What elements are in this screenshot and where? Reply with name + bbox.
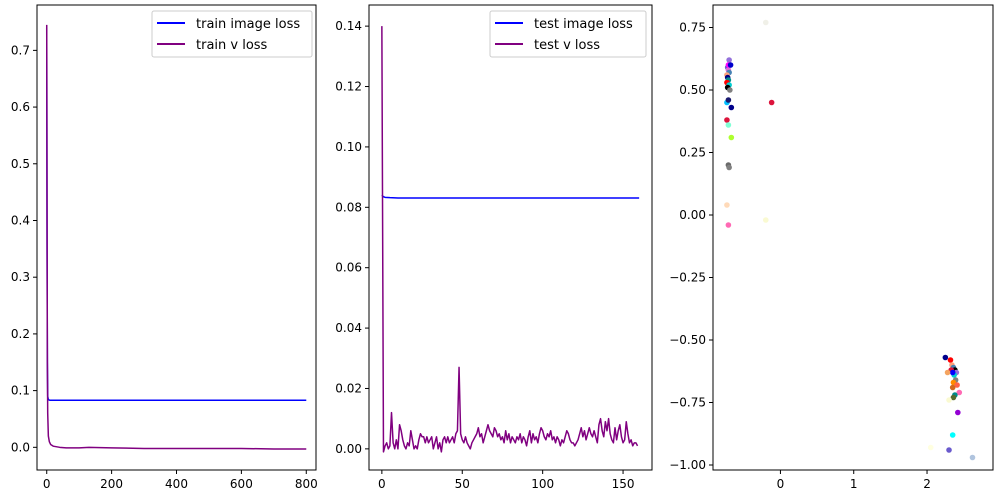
- y-tick-label: 0.7: [11, 43, 30, 57]
- y-tick-label: 0.06: [335, 261, 362, 275]
- plot-lines: [381, 26, 640, 453]
- scatter-point: [956, 389, 963, 396]
- scatter-point: [762, 19, 769, 26]
- scatter-point: [949, 432, 956, 438]
- scatter-point: [725, 97, 732, 103]
- y-tick-label: 0.08: [335, 200, 362, 214]
- y-tick-label: 0.10: [335, 140, 362, 154]
- y-tick-label: 0.25: [679, 146, 706, 160]
- scatter-point: [768, 99, 775, 106]
- y-tick-label: −0.50: [669, 333, 706, 347]
- scatter-point: [728, 134, 735, 141]
- train-loss-axes: 0 200 400 600 800 0.0 0.1 0.2 0.3 0.4 0.5 0.6 0.7 tr…: [11, 4, 318, 491]
- scatter-point: [725, 122, 732, 128]
- scatter-point: [725, 222, 732, 228]
- y-tick-label: 0.4: [11, 213, 30, 227]
- y-tick-label: −1.00: [669, 458, 706, 472]
- scatter-point: [726, 57, 732, 63]
- scatter-axes: 0 1 2 0.75 0.50 0.25 0.00 −0.25 −0.50 −0.75 −1.00: [669, 4, 994, 492]
- x-tick-label: 100: [531, 477, 554, 491]
- y-tick-label: 0.0: [11, 440, 30, 454]
- x-tick-label: 0: [378, 477, 386, 491]
- scatter-point: [949, 384, 956, 391]
- axis-ticks: 0 200 400 600 800 0.0 0.1 0.2 0.3 0.4 0.5 0.6 0.7: [11, 43, 318, 491]
- scatter-point: [724, 202, 730, 208]
- axis-ticks: 0 50 100 150 0.00 0.02 0.04 0.06 0.08 0.10 0.12 0.1…: [335, 19, 634, 491]
- legend: test image loss test v loss: [489, 10, 647, 58]
- test-loss-axes: 0 50 100 150 0.00 0.02 0.04 0.06 0.08 0.10 0.12 0.1…: [335, 4, 653, 491]
- y-tick-label: 0.75: [679, 21, 706, 35]
- scatter-point: [955, 409, 961, 416]
- y-tick-label: 0.12: [335, 80, 362, 94]
- y-tick-label: −0.25: [669, 271, 706, 285]
- x-tick-label: 0: [777, 477, 785, 491]
- scatter-point: [969, 454, 976, 461]
- x-tick-label: 50: [455, 477, 470, 491]
- x-tick-label: 400: [165, 477, 188, 491]
- y-tick-label: 0.5: [11, 157, 30, 171]
- axes-frame: [712, 4, 994, 471]
- y-tick-label: 0.00: [679, 208, 706, 222]
- scatter-point: [946, 447, 952, 453]
- scatter-point: [944, 369, 951, 376]
- scatter-point: [927, 444, 934, 451]
- y-tick-label: 0.1: [11, 384, 30, 398]
- x-tick-label: 150: [612, 477, 635, 491]
- x-tick-label: 0: [43, 477, 51, 491]
- x-tick-label: 600: [230, 477, 253, 491]
- legend-label-test-image-loss: test image loss: [534, 17, 633, 32]
- legend: train image loss train v loss: [151, 10, 313, 58]
- legend-label-train-image-loss: train image loss: [196, 17, 300, 32]
- plot-points: [724, 19, 976, 461]
- y-tick-label: 0.00: [335, 442, 362, 456]
- x-tick-label: 200: [100, 477, 123, 491]
- scatter-point: [726, 164, 732, 171]
- legend-label-train-v-loss: train v loss: [196, 38, 268, 53]
- y-tick-label: 0.14: [335, 19, 362, 33]
- scatter-point: [727, 62, 734, 68]
- y-tick-label: 0.2: [11, 327, 30, 341]
- series-line-test-v-loss: [381, 26, 639, 453]
- scatter-point: [947, 357, 954, 363]
- y-tick-label: 0.04: [335, 321, 362, 335]
- scatter-point: [954, 382, 960, 388]
- x-tick-label: 800: [295, 477, 318, 491]
- scatter-point: [950, 394, 957, 401]
- legend-box: [151, 10, 313, 58]
- series-line-train-v-loss: [45, 24, 307, 450]
- y-tick-label: −0.75: [669, 396, 706, 410]
- y-tick-label: 0.50: [679, 83, 706, 97]
- y-tick-label: 0.3: [11, 270, 30, 284]
- y-tick-label: 0.6: [11, 100, 30, 114]
- scatter-point: [724, 117, 730, 123]
- scatter-point: [942, 354, 949, 361]
- x-tick-label: 2: [923, 477, 931, 491]
- legend-label-test-v-loss: test v loss: [534, 38, 600, 53]
- axes-frame: [368, 4, 653, 471]
- y-tick-label: 0.02: [335, 381, 362, 395]
- scatter-point: [727, 87, 733, 93]
- scatter-point: [762, 217, 769, 223]
- plot-lines: [45, 24, 307, 450]
- x-tick-label: 1: [850, 477, 858, 491]
- scatter-point: [728, 104, 735, 111]
- legend-box: [489, 10, 647, 58]
- axis-ticks: 0 1 2 0.75 0.50 0.25 0.00 −0.25 −0.50 −0.75 −1.00: [669, 21, 931, 492]
- scatter-point: [949, 369, 956, 376]
- scatter-point: [946, 397, 952, 403]
